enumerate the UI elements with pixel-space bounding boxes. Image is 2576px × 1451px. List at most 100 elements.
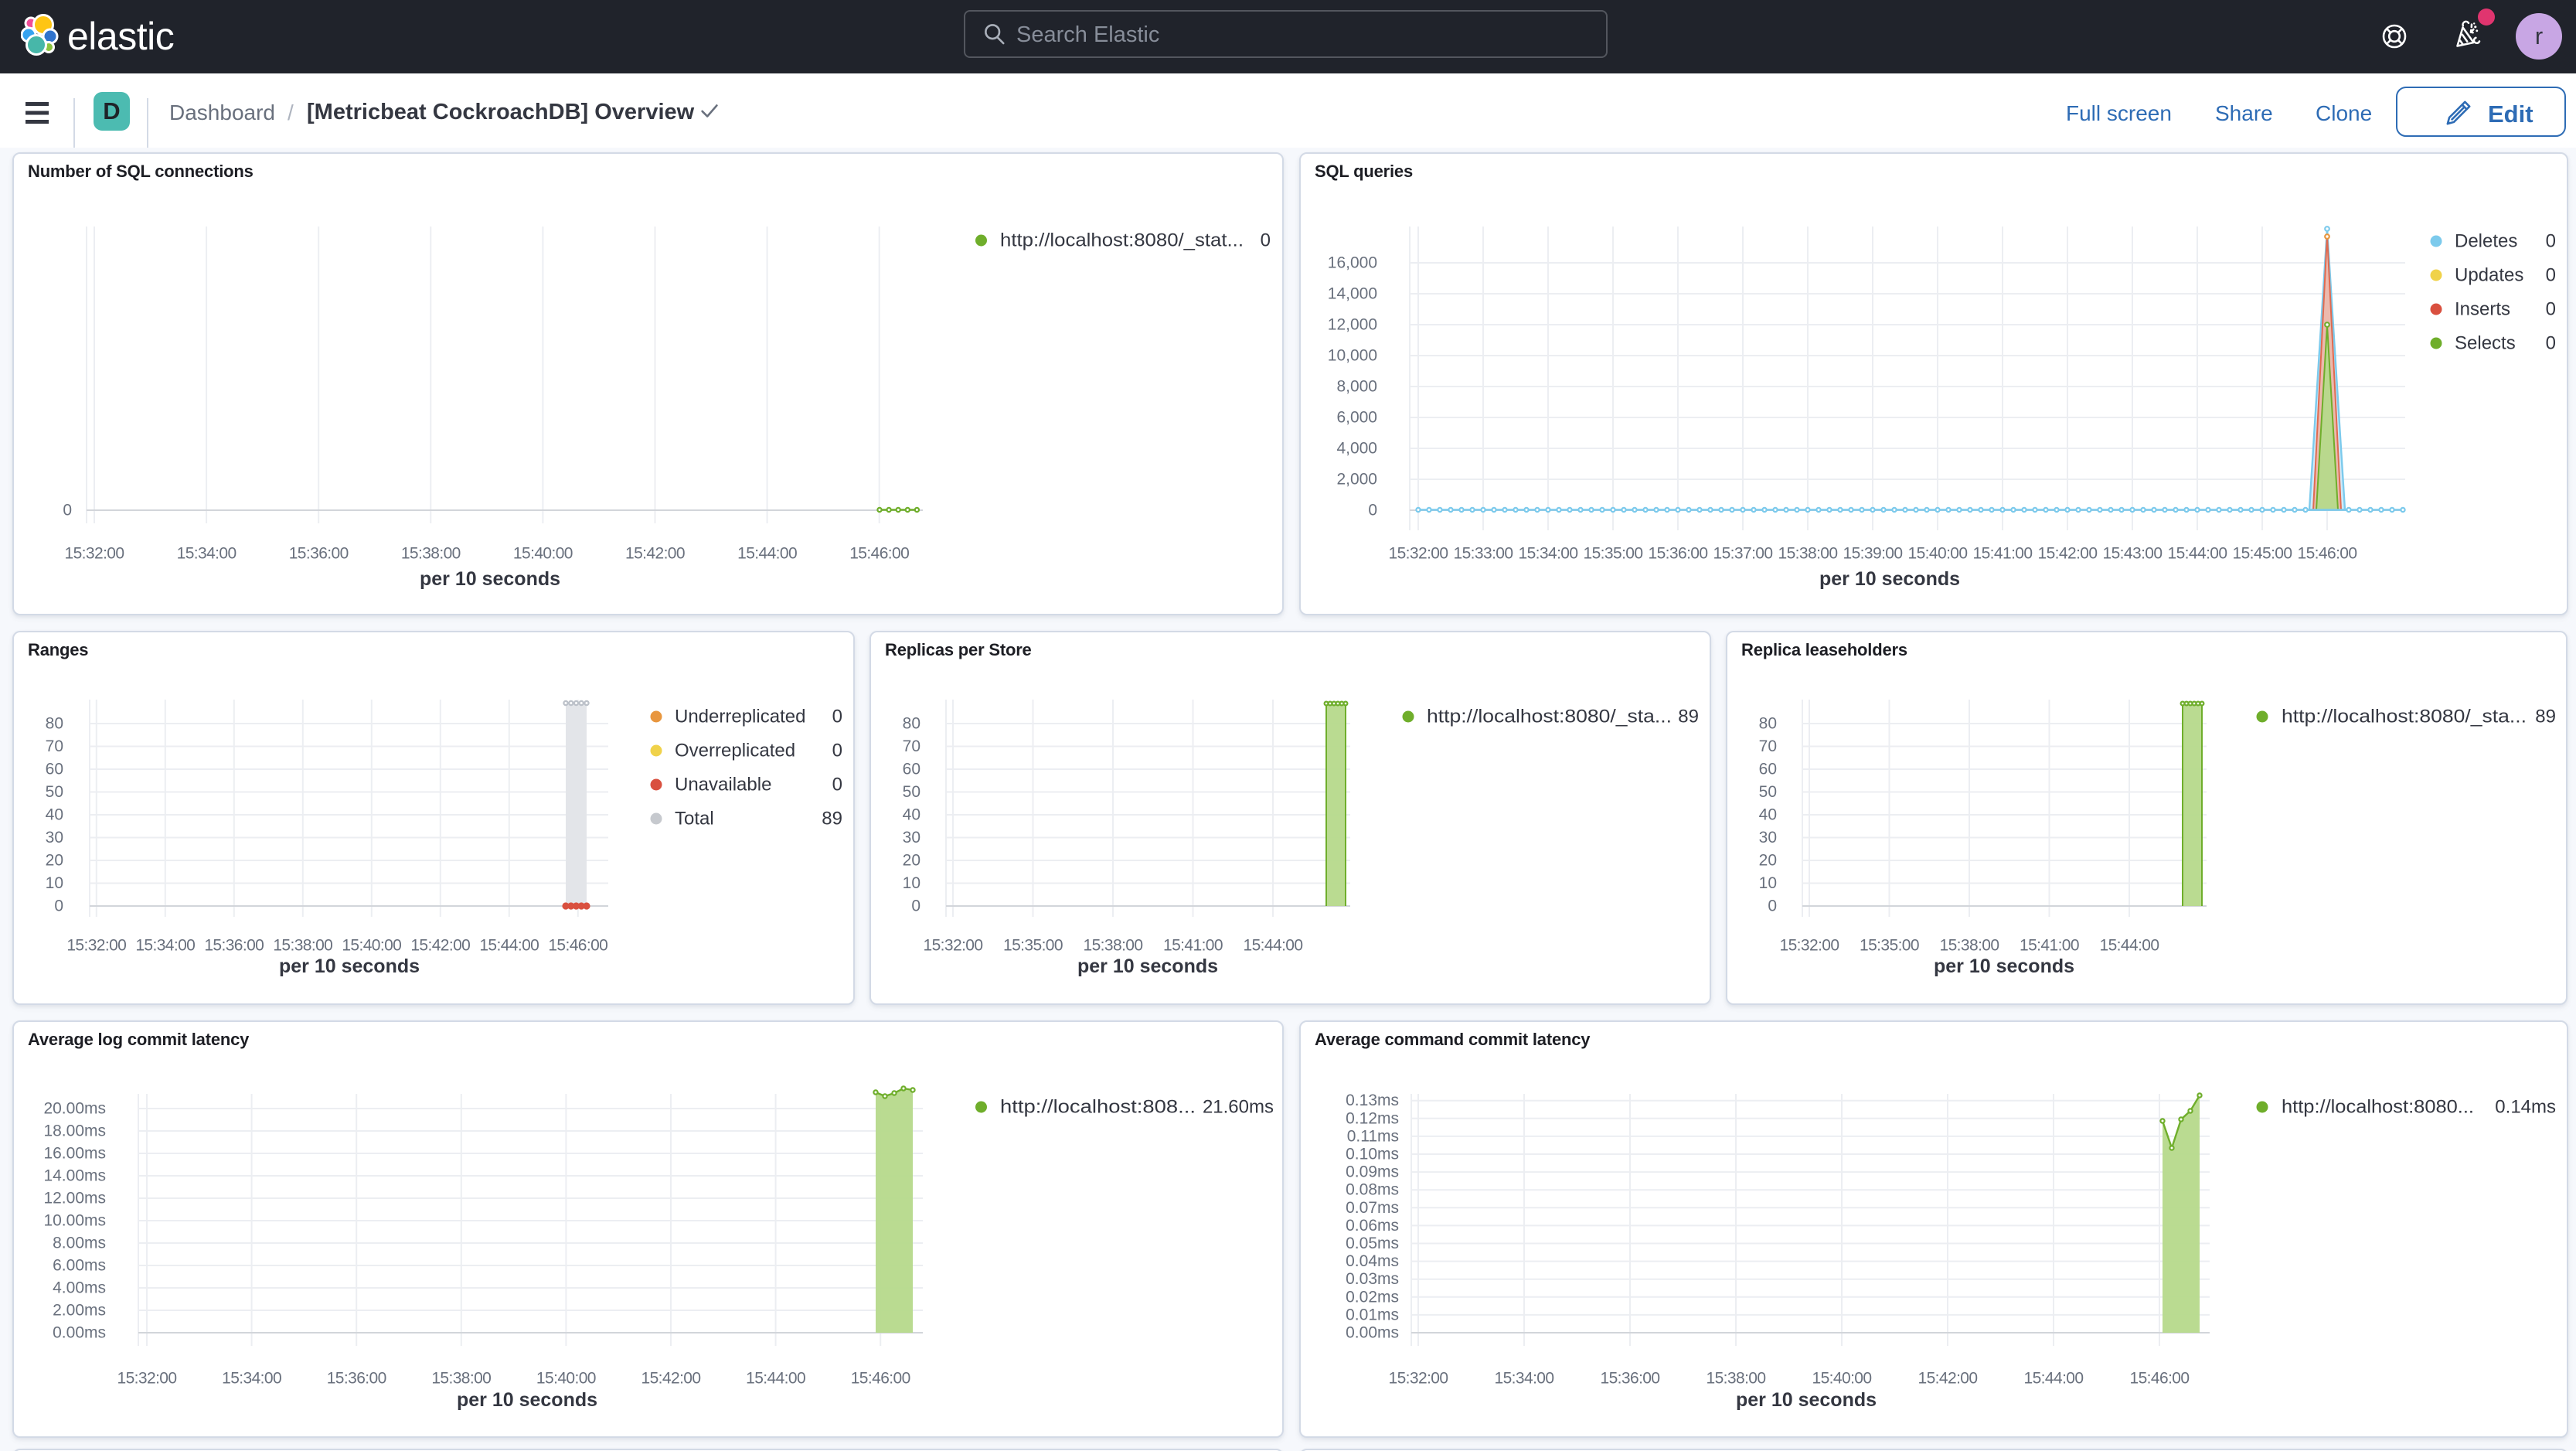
svg-text:0: 0: [54, 898, 63, 915]
svg-text:15:38:00: 15:38:00: [401, 545, 461, 563]
svg-text:per 10 seconds: per 10 seconds: [279, 955, 420, 977]
svg-text:0: 0: [832, 707, 842, 727]
svg-text:15:32:00: 15:32:00: [66, 937, 126, 955]
svg-text:Overreplicated: Overreplicated: [675, 741, 795, 761]
svg-text:20: 20: [46, 852, 63, 870]
svg-text:15:44:00: 15:44:00: [2168, 545, 2227, 563]
svg-text:80: 80: [903, 715, 920, 733]
svg-text:0: 0: [1261, 230, 1271, 251]
svg-text:15:41:00: 15:41:00: [1973, 545, 2033, 563]
svg-text:21.60ms: 21.60ms: [1203, 1097, 1274, 1118]
svg-text:0.06ms: 0.06ms: [1346, 1217, 1399, 1235]
svg-text:0: 0: [2546, 265, 2556, 286]
svg-text:30: 30: [46, 829, 63, 846]
svg-text:0: 0: [911, 898, 920, 915]
svg-text:10: 10: [46, 874, 63, 892]
svg-text:80: 80: [1759, 715, 1777, 733]
svg-text:15:34:00: 15:34:00: [222, 1370, 281, 1388]
svg-text:6,000: 6,000: [1336, 409, 1377, 427]
svg-text:0: 0: [832, 775, 842, 795]
svg-text:4,000: 4,000: [1336, 440, 1377, 458]
svg-text:15:38:00: 15:38:00: [431, 1370, 491, 1388]
svg-text:15:34:00: 15:34:00: [177, 545, 237, 563]
svg-text:per 10 seconds: per 10 seconds: [1736, 1389, 1877, 1411]
svg-text:15:38:00: 15:38:00: [273, 937, 332, 955]
svg-text:20: 20: [1759, 852, 1777, 870]
svg-text:15:36:00: 15:36:00: [327, 1370, 386, 1388]
svg-text:15:38:00: 15:38:00: [1707, 1370, 1766, 1388]
svg-text:0.13ms: 0.13ms: [1346, 1092, 1399, 1109]
svg-text:0: 0: [1368, 502, 1377, 519]
svg-text:Selects: Selects: [2455, 333, 2516, 354]
svg-text:70: 70: [1759, 737, 1777, 755]
svg-text:0.00ms: 0.00ms: [1346, 1324, 1399, 1342]
svg-text:15:32:00: 15:32:00: [1389, 1370, 1448, 1388]
svg-text:6.00ms: 6.00ms: [53, 1257, 106, 1275]
svg-text:40: 40: [1759, 806, 1777, 824]
svg-text:2,000: 2,000: [1336, 471, 1377, 489]
svg-text:15:34:00: 15:34:00: [1495, 1370, 1554, 1388]
svg-text:15:42:00: 15:42:00: [625, 545, 685, 563]
svg-text:40: 40: [46, 806, 63, 824]
svg-text:89: 89: [822, 809, 842, 829]
svg-text:15:34:00: 15:34:00: [1519, 545, 1578, 563]
svg-text:10.00ms: 10.00ms: [43, 1212, 106, 1230]
svg-text:per 10 seconds: per 10 seconds: [1934, 955, 2074, 977]
svg-text:http://localhost:8080...: http://localhost:8080...: [2282, 1097, 2474, 1118]
svg-text:http://localhost:808...: http://localhost:808...: [1000, 1097, 1196, 1118]
svg-text:http://localhost:8080/_sta...: http://localhost:8080/_sta...: [2282, 707, 2527, 727]
svg-text:8.00ms: 8.00ms: [53, 1235, 106, 1252]
svg-text:0.08ms: 0.08ms: [1346, 1181, 1399, 1199]
svg-text:30: 30: [1759, 829, 1777, 846]
svg-text:Total: Total: [675, 809, 714, 829]
svg-text:0: 0: [63, 502, 72, 519]
svg-text:0.01ms: 0.01ms: [1346, 1306, 1399, 1323]
svg-text:12,000: 12,000: [1328, 316, 1377, 334]
svg-text:15:40:00: 15:40:00: [536, 1370, 596, 1388]
svg-text:15:32:00: 15:32:00: [65, 545, 124, 563]
svg-text:Deletes: Deletes: [2455, 231, 2517, 252]
svg-text:0.03ms: 0.03ms: [1346, 1270, 1399, 1288]
svg-text:0.00ms: 0.00ms: [53, 1324, 106, 1342]
svg-text:70: 70: [46, 737, 63, 755]
svg-text:16,000: 16,000: [1328, 254, 1377, 272]
svg-text:2.00ms: 2.00ms: [53, 1302, 106, 1320]
svg-text:4.00ms: 4.00ms: [53, 1279, 106, 1297]
svg-text:0.10ms: 0.10ms: [1346, 1146, 1399, 1163]
svg-text:15:35:00: 15:35:00: [1860, 937, 1919, 955]
svg-text:15:32:00: 15:32:00: [1780, 937, 1839, 955]
svg-text:15:32:00: 15:32:00: [1389, 545, 1448, 563]
svg-text:0: 0: [2546, 333, 2556, 354]
svg-text:0.07ms: 0.07ms: [1346, 1199, 1399, 1217]
svg-text:15:42:00: 15:42:00: [2038, 545, 2098, 563]
svg-text:15:33:00: 15:33:00: [1454, 545, 1513, 563]
svg-text:15:37:00: 15:37:00: [1713, 545, 1773, 563]
svg-text:0.14ms: 0.14ms: [2495, 1097, 2556, 1118]
svg-text:Inserts: Inserts: [2455, 299, 2510, 320]
svg-text:per 10 seconds: per 10 seconds: [457, 1389, 597, 1411]
svg-text:0: 0: [1768, 898, 1777, 915]
svg-text:15:45:00: 15:45:00: [2233, 545, 2292, 563]
svg-text:60: 60: [903, 761, 920, 778]
svg-text:15:43:00: 15:43:00: [2103, 545, 2163, 563]
svg-text:15:36:00: 15:36:00: [289, 545, 349, 563]
svg-text:per 10 seconds: per 10 seconds: [1077, 955, 1218, 977]
svg-text:60: 60: [1759, 761, 1777, 778]
svg-text:8,000: 8,000: [1336, 378, 1377, 396]
svg-text:15:32:00: 15:32:00: [117, 1370, 177, 1388]
svg-text:15:40:00: 15:40:00: [1812, 1370, 1872, 1388]
svg-text:18.00ms: 18.00ms: [43, 1122, 106, 1140]
svg-text:15:38:00: 15:38:00: [1778, 545, 1838, 563]
svg-text:per 10 seconds: per 10 seconds: [1819, 568, 1960, 590]
svg-text:40: 40: [903, 806, 920, 824]
svg-text:15:34:00: 15:34:00: [135, 937, 195, 955]
svg-text:15:41:00: 15:41:00: [2020, 937, 2079, 955]
svg-text:89: 89: [2535, 707, 2556, 727]
svg-text:14,000: 14,000: [1328, 285, 1377, 303]
svg-text:Underreplicated: Underreplicated: [675, 707, 805, 727]
svg-text:15:42:00: 15:42:00: [1918, 1370, 1978, 1388]
svg-text:15:40:00: 15:40:00: [513, 545, 573, 563]
svg-text:0.04ms: 0.04ms: [1346, 1252, 1399, 1270]
svg-text:15:40:00: 15:40:00: [1908, 545, 1968, 563]
svg-text:0: 0: [832, 741, 842, 761]
